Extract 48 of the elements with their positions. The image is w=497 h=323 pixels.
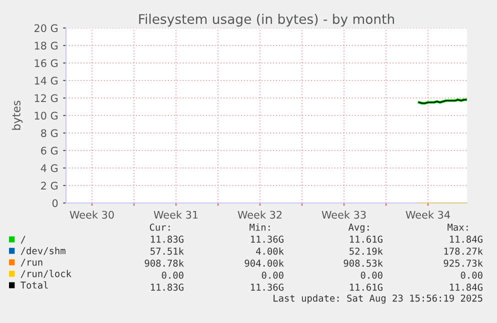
text: 11.36G [251, 284, 284, 291]
y-axis-title: bytes [12, 100, 23, 130]
text: 52.19k [350, 247, 383, 255]
text: 11.84G [450, 236, 482, 243]
x-tick-label: Week 33 [322, 210, 366, 219]
text: 0.00 [460, 272, 482, 279]
legend-label: /run/lock [20, 270, 72, 278]
text: 11.83G [151, 236, 184, 243]
y-tick-label: 2 G [41, 182, 58, 190]
text: 0.00 [360, 272, 382, 279]
text: 925.73k [444, 259, 483, 267]
text: 11.83G [151, 284, 184, 291]
text: Min: [250, 223, 270, 231]
text: Avg: [348, 224, 369, 233]
x-tick-label: Week 34 [406, 210, 450, 219]
y-tick-label: 16 G [34, 59, 58, 68]
x-tick-label: Week 30 [70, 210, 114, 219]
text: Cur: [150, 224, 170, 231]
text: Last update: Sat Aug 23 15:56:19 2025 [274, 294, 482, 304]
chart-title: Filesystem usage (in bytes) - by month [139, 14, 394, 27]
legend-label: /dev/shm [20, 247, 66, 256]
text: 908.78k [144, 259, 184, 267]
legend-label: Total [20, 281, 48, 289]
y-tick-label: 14 G [34, 76, 58, 85]
y-tick-label: 6 G [41, 146, 58, 155]
text: 11.61G [350, 236, 382, 243]
text: 0.00 [262, 272, 284, 279]
y-tick-label: 10 G [34, 112, 58, 120]
y-tick-label: 12 G [34, 94, 58, 102]
y-tick-label: 8 G [41, 129, 58, 138]
x-tick-label: Week 32 [238, 210, 282, 219]
text: 4.00k [256, 247, 284, 255]
text: 904.00k [244, 259, 284, 267]
text: 908.53k [344, 259, 383, 267]
y-tick-label: 4 G [40, 164, 58, 172]
legend-label: / [20, 236, 26, 244]
legend-label: /run [20, 258, 42, 267]
y-tick-label: 0 [52, 199, 58, 208]
text: 0.00 [162, 272, 184, 279]
text: 11.61G [350, 284, 382, 291]
y-tick-label: 18 G [34, 42, 58, 50]
text: 11.84G [450, 284, 482, 291]
text: 57.51k [150, 247, 184, 255]
text: 11.36G [251, 236, 284, 243]
x-tick-label: Week 31 [154, 210, 198, 219]
y-tick-label: 20 G [34, 24, 58, 32]
text: 178.27k [444, 247, 483, 255]
text: Max: [448, 224, 468, 231]
